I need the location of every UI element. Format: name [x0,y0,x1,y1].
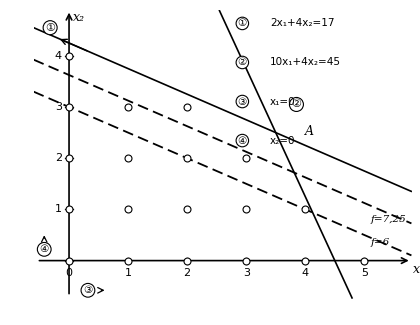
Text: 3: 3 [243,268,250,278]
Text: 3: 3 [55,102,62,112]
Text: x₂: x₂ [73,11,85,24]
Text: ③: ③ [238,97,247,107]
Text: x₂=0: x₂=0 [270,136,295,146]
Text: 2x₁+4x₂=17: 2x₁+4x₂=17 [270,19,334,28]
Text: 2: 2 [184,268,191,278]
Text: ④: ④ [39,244,49,254]
Text: 4: 4 [55,51,62,61]
Text: ①: ① [45,23,55,33]
Text: x₁=0: x₁=0 [270,97,296,107]
Text: ②: ② [291,99,302,110]
Text: f=7,25: f=7,25 [370,215,406,224]
Text: 5: 5 [361,268,368,278]
Text: A: A [305,125,314,138]
Text: 2: 2 [55,153,62,163]
Text: ④: ④ [238,136,247,146]
Text: ③: ③ [83,285,92,295]
Text: 1: 1 [125,268,131,278]
Text: 0: 0 [66,268,73,278]
Text: x₁: x₁ [413,263,420,276]
Text: ②: ② [238,58,247,68]
Text: ①: ① [238,19,247,28]
Text: f=6: f=6 [370,238,389,247]
Text: 1: 1 [55,204,62,215]
Text: 10x₁+4x₂=45: 10x₁+4x₂=45 [270,58,341,68]
Text: 4: 4 [302,268,309,278]
